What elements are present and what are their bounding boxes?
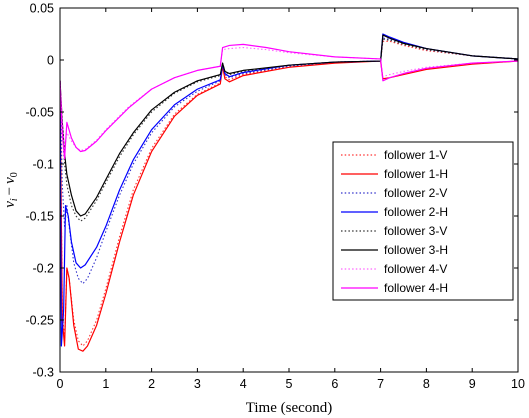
x-tick-label: 4	[240, 377, 247, 391]
series-line-follower-3-v	[60, 38, 518, 222]
y-tick-label: -0.25	[26, 314, 55, 328]
series-layer	[60, 33, 518, 352]
series-line-follower-2-h	[60, 33, 518, 347]
x-tick-label: 8	[423, 377, 430, 391]
legend-label: follower 1-H	[384, 167, 448, 181]
x-tick-label: 5	[286, 377, 293, 391]
y-tick-label: -0.3	[32, 366, 54, 380]
legend-label: follower 2-H	[384, 205, 448, 219]
x-tick-label: 6	[331, 377, 338, 391]
x-tick-label: 0	[57, 377, 64, 391]
x-tick-label: 10	[511, 377, 525, 391]
tick-layer: 0 1 2 3 4 5 6 7 8 9 10 0.05 0 -0.05 -0.1 -0.15 -0.2 -0.25…	[26, 2, 525, 392]
x-tick-label: 3	[194, 377, 201, 391]
legend: follower 1-V follower 1-H follower 2-V foll…	[332, 141, 514, 301]
y-axis-label: vi−v0	[2, 172, 20, 208]
y-tick-label: -0.1	[32, 158, 54, 172]
series-line-follower-3-h	[60, 34, 518, 217]
y-tick-label: -0.15	[26, 210, 55, 224]
x-tick-label: 7	[377, 377, 384, 391]
legend-label: follower 1-V	[384, 148, 447, 162]
series-line-follower-4-v	[60, 46, 518, 152]
series-line-follower-1-h	[60, 60, 518, 352]
legend-label: follower 2-V	[384, 186, 447, 200]
x-tick-label: 1	[102, 377, 109, 391]
legend-label: follower 4-H	[384, 281, 448, 295]
y-tick-label: 0	[47, 54, 54, 68]
y-tick-label: -0.05	[26, 106, 55, 120]
series-line-follower-4-h	[60, 43, 518, 160]
y-tick-label: -0.2	[32, 262, 54, 276]
y-tick-label: 0.05	[30, 2, 54, 16]
legend-label: follower 4-V	[384, 262, 447, 276]
y-label-sub1: i	[9, 198, 20, 201]
y-label-v2: v	[2, 177, 18, 184]
legend-label: follower 3-H	[384, 243, 448, 257]
series-line-follower-2-v	[60, 37, 518, 285]
legend-box	[332, 141, 514, 301]
x-axis-label: Time (second)	[246, 400, 333, 416]
y-label-minus: −	[2, 187, 18, 195]
legend-label: follower 3-V	[384, 224, 447, 238]
x-tick-label: 9	[469, 377, 476, 391]
y-label-sub2: 0	[9, 172, 20, 177]
y-label-v1: v	[2, 201, 18, 208]
x-tick-label: 2	[148, 377, 155, 391]
